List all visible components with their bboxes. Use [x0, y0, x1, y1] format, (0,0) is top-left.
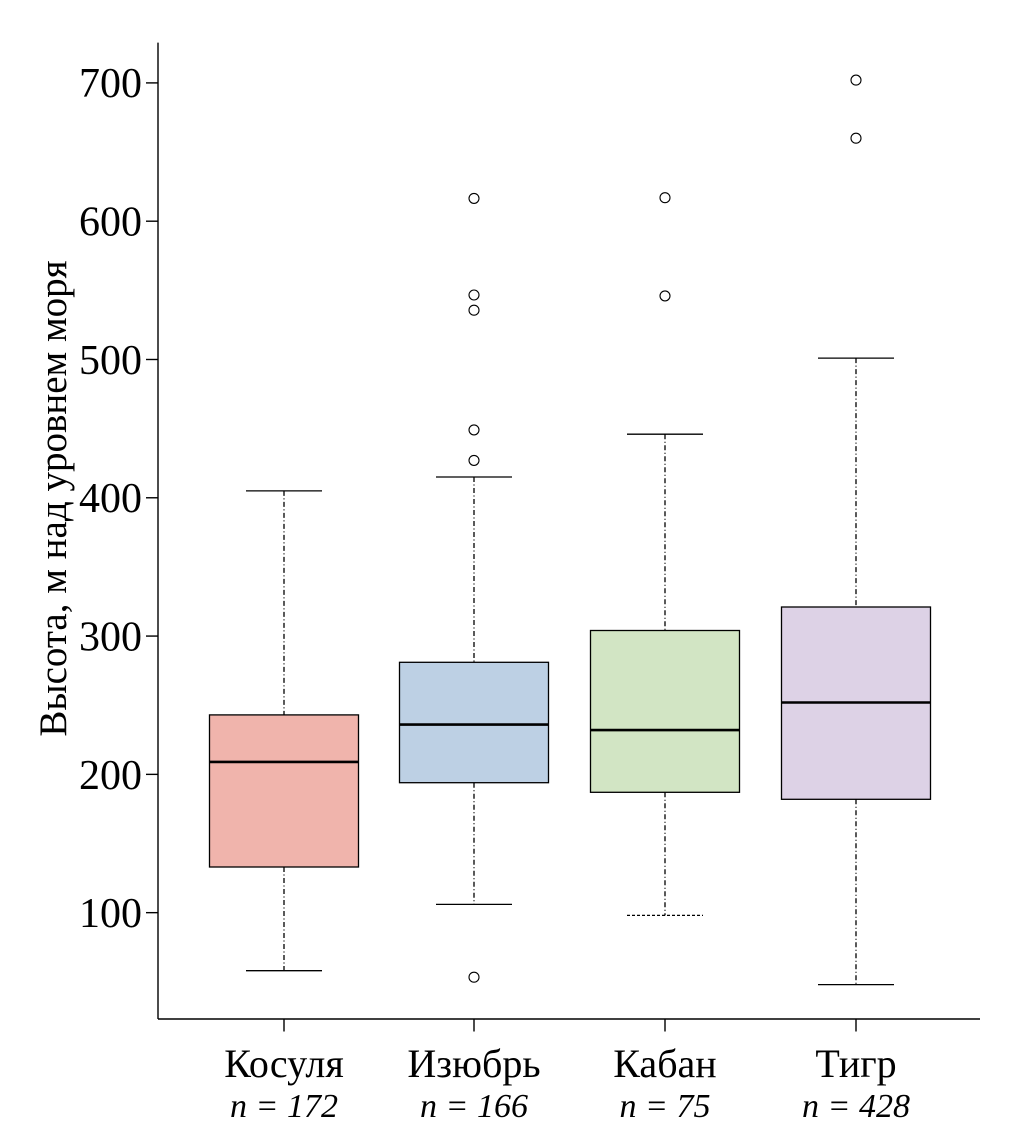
svg-text:500: 500 [79, 338, 142, 384]
svg-text:Косуля: Косуля [224, 1041, 344, 1086]
svg-text:700: 700 [79, 61, 142, 107]
svg-text:600: 600 [79, 200, 142, 246]
svg-text:n = 75: n = 75 [620, 1088, 711, 1125]
svg-text:400: 400 [79, 476, 142, 522]
svg-text:200: 200 [79, 753, 142, 799]
svg-text:n = 166: n = 166 [420, 1088, 528, 1125]
svg-text:Тигр: Тигр [815, 1041, 896, 1086]
svg-text:Кабан: Кабан [613, 1041, 716, 1086]
svg-text:100: 100 [79, 891, 142, 937]
svg-text:Изюбрь: Изюбрь [407, 1041, 540, 1086]
svg-text:Высота, м над уровнем моря: Высота, м над уровнем моря [32, 260, 75, 736]
svg-text:n = 428: n = 428 [802, 1088, 910, 1125]
svg-text:300: 300 [79, 615, 142, 661]
svg-text:n = 172: n = 172 [230, 1088, 338, 1125]
